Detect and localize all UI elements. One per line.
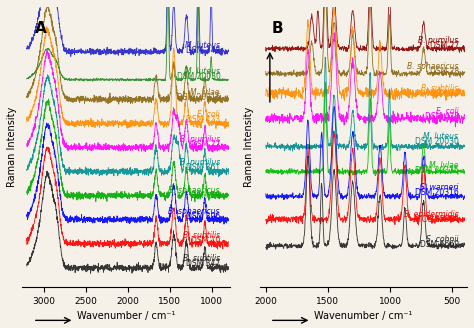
Text: B. pumilus: B. pumilus xyxy=(418,35,458,45)
Y-axis label: Raman Intensity: Raman Intensity xyxy=(7,107,17,187)
Text: DSM 361: DSM 361 xyxy=(186,163,220,172)
X-axis label: Wavenumber / cm⁻¹: Wavenumber / cm⁻¹ xyxy=(314,311,412,321)
Text: DSM 423: DSM 423 xyxy=(186,114,220,124)
Text: M. lylae: M. lylae xyxy=(191,88,220,97)
Text: M. luteus: M. luteus xyxy=(185,41,220,50)
Text: DSM 20030: DSM 20030 xyxy=(415,137,459,146)
Text: DSM 20315: DSM 20315 xyxy=(177,93,220,102)
Text: DSM 20030: DSM 20030 xyxy=(176,72,220,81)
Text: DSM 348: DSM 348 xyxy=(186,46,220,55)
Text: DSM 423: DSM 423 xyxy=(425,113,459,121)
Text: B. subtilis: B. subtilis xyxy=(183,231,220,240)
Text: S. epidermidis: S. epidermidis xyxy=(404,210,458,219)
Text: E. coli: E. coli xyxy=(197,110,220,119)
Text: DSM 347: DSM 347 xyxy=(186,259,220,268)
Text: M. luteus: M. luteus xyxy=(423,132,458,141)
Text: B. sphaericus: B. sphaericus xyxy=(407,62,458,72)
Text: DSM 28: DSM 28 xyxy=(191,191,220,200)
Text: DSM 6669: DSM 6669 xyxy=(420,240,459,249)
Text: B. sphaericus: B. sphaericus xyxy=(168,186,220,195)
Text: DSM 396: DSM 396 xyxy=(186,212,220,221)
Text: M. lylae: M. lylae xyxy=(429,161,458,171)
Text: DSM 20315: DSM 20315 xyxy=(415,167,459,175)
Text: S. warneri: S. warneri xyxy=(420,182,458,192)
Text: A: A xyxy=(35,21,47,36)
Text: DSM 27: DSM 27 xyxy=(430,41,459,50)
Text: S. cohnii: S. cohnii xyxy=(426,235,458,244)
Text: DSM 28: DSM 28 xyxy=(430,68,459,76)
Text: B. subtilis: B. subtilis xyxy=(183,254,220,263)
Text: DSM 10: DSM 10 xyxy=(430,89,459,98)
Text: DSM 10: DSM 10 xyxy=(191,236,220,245)
Text: B. pumilus: B. pumilus xyxy=(180,158,220,168)
Text: B. subtilis: B. subtilis xyxy=(421,84,458,93)
Text: M. luteus: M. luteus xyxy=(185,67,220,76)
Text: B. sphaericus: B. sphaericus xyxy=(168,207,220,216)
Text: ATCC 35984: ATCC 35984 xyxy=(413,215,459,224)
Text: DSM 20316: DSM 20316 xyxy=(415,188,459,196)
Text: B. pumilus: B. pumilus xyxy=(180,135,220,144)
Text: DSM 27: DSM 27 xyxy=(191,140,220,149)
X-axis label: Wavenumber / cm⁻¹: Wavenumber / cm⁻¹ xyxy=(77,311,175,321)
Text: E. coli: E. coli xyxy=(436,107,458,116)
Text: B: B xyxy=(272,21,283,36)
Y-axis label: Raman Intensity: Raman Intensity xyxy=(244,107,254,187)
